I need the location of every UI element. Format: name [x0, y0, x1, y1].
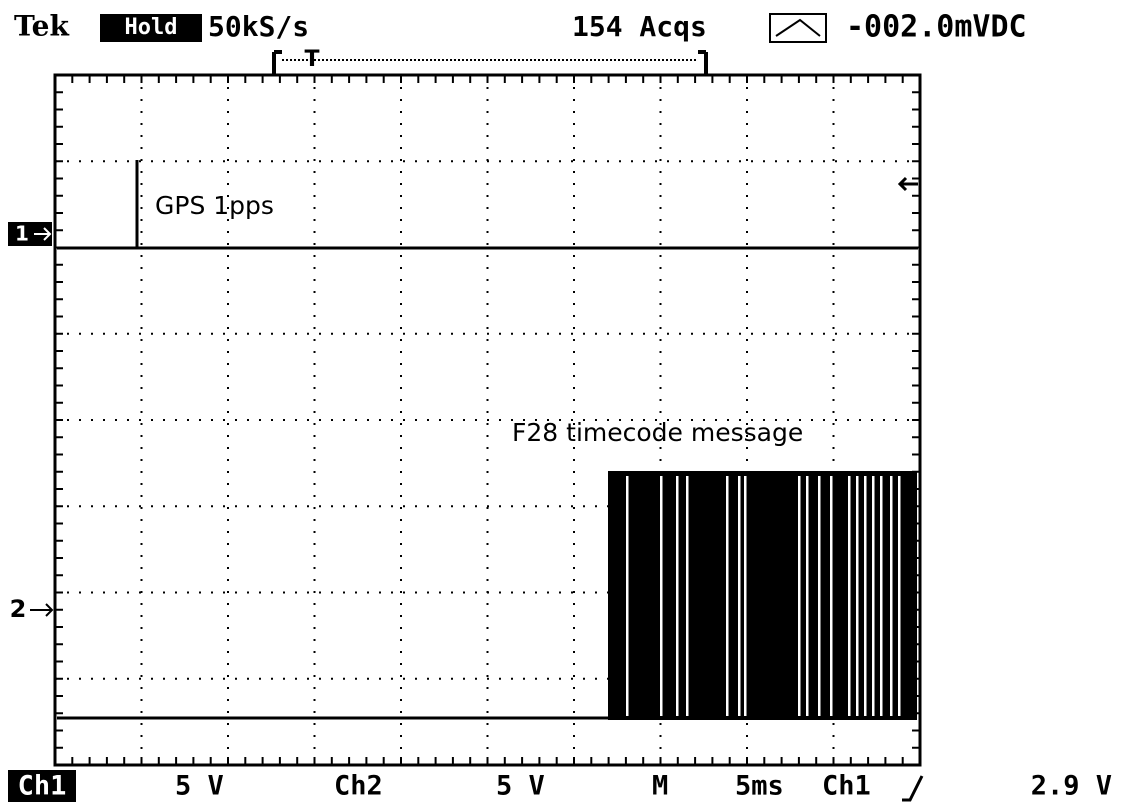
mode: Hold: [125, 15, 178, 40]
meter-needle: [776, 20, 820, 36]
ch2-marker: 2: [10, 595, 27, 623]
burst-gap: [738, 476, 741, 716]
annotation: GPS 1pps: [155, 191, 274, 220]
ch2-arrow: [30, 604, 52, 616]
burst-gap: [686, 476, 689, 716]
timebase-label: M: [652, 771, 668, 802]
burst-gap: [660, 476, 663, 716]
burst-gap: [856, 476, 859, 716]
trigger-level: 2.9 V: [1031, 771, 1112, 802]
ch1-marker: 1: [15, 222, 29, 246]
scope-screen: Tek Hold 50kS/s 154 Acqs -002.0mVDC T 1 …: [0, 0, 1123, 805]
burst-gap: [676, 476, 679, 716]
brand: Tek: [14, 10, 69, 43]
burst-gap: [626, 476, 629, 716]
burst-gap: [726, 476, 729, 716]
burst-gap: [798, 476, 801, 716]
readout: -002.0mVDC: [846, 10, 1027, 45]
burst-gap: [744, 476, 747, 716]
meter-icon: [770, 14, 826, 42]
trigger-level-arrow: [900, 178, 918, 190]
ch2-scale: 5 V: [496, 771, 545, 802]
timebase: 5ms: [735, 771, 784, 802]
burst-gap: [890, 476, 893, 716]
burst-gap: [864, 476, 867, 716]
burst-gap: [872, 476, 875, 716]
burst-gap: [898, 476, 901, 716]
burst-gap: [830, 476, 833, 716]
trigger-source: Ch1: [822, 771, 871, 802]
trigger-slope: [902, 776, 922, 800]
burst-gap: [806, 476, 809, 716]
ch1-label: Ch1: [18, 771, 67, 802]
acquisitions: 154 Acqs: [572, 10, 707, 43]
trigger-marker: T: [304, 47, 319, 72]
sample-rate: 50kS/s: [208, 10, 309, 43]
burst-gap: [880, 476, 883, 716]
ch1-scale: 5 V: [175, 771, 224, 802]
record-bracket: [274, 52, 706, 76]
ch2-burst: [608, 471, 917, 720]
annotation: F28 timecode message: [512, 418, 803, 447]
burst-gap: [818, 476, 821, 716]
burst-gap: [848, 476, 851, 716]
ch2-label: Ch2: [334, 771, 383, 802]
